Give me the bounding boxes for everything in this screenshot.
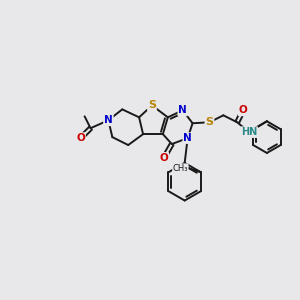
Text: HN: HN: [241, 127, 257, 137]
Text: O: O: [160, 153, 168, 163]
Text: N: N: [178, 105, 187, 116]
Text: N: N: [183, 133, 192, 143]
Text: O: O: [239, 105, 248, 116]
Text: N: N: [104, 115, 113, 125]
Text: O: O: [76, 133, 85, 143]
Text: S: S: [148, 100, 156, 110]
Text: S: S: [206, 117, 213, 127]
Text: CH₃: CH₃: [172, 164, 188, 173]
